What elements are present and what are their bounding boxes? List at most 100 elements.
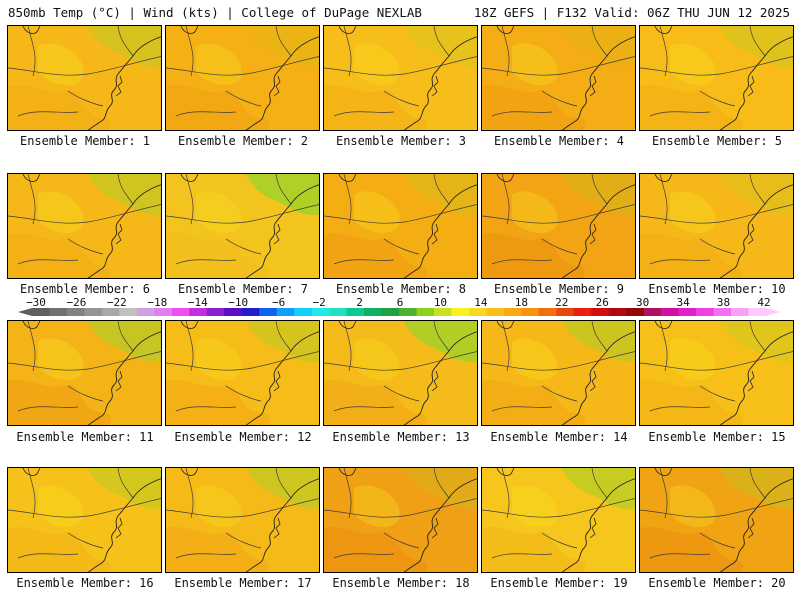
colorbar-segment	[538, 308, 557, 316]
temperature-map	[166, 321, 319, 425]
ensemble-panel	[7, 173, 162, 279]
colorbar-segment	[643, 308, 662, 316]
panel-caption: Ensemble Member: 2	[177, 134, 309, 148]
temperature-map	[324, 321, 477, 425]
header-left: 850mb Temp (°C) | Wind (kts) | College o…	[8, 5, 422, 20]
ensemble-panel	[639, 467, 794, 573]
colorbar-tick-label: 14	[474, 296, 488, 309]
temperature-map	[8, 26, 161, 130]
colorbar-segment	[381, 308, 400, 316]
colorbar-segment	[66, 308, 85, 316]
colorbar-tick-label: 18	[514, 296, 528, 309]
colorbar-segment	[486, 308, 505, 316]
colorbar-segment	[189, 308, 208, 316]
panel-caption: Ensemble Member: 11	[16, 430, 154, 444]
temperature-map	[166, 468, 319, 572]
ensemble-panel	[165, 467, 320, 573]
colorbar-segment	[346, 308, 365, 316]
temperature-map	[640, 26, 793, 130]
colorbar-segment	[661, 308, 680, 316]
panel-caption: Ensemble Member: 7	[177, 282, 309, 296]
colorbar-tick-label: −14	[187, 296, 208, 309]
colorbar-tick-label: 22	[555, 296, 569, 309]
temperature-colorbar	[18, 308, 780, 316]
temperature-map	[482, 174, 635, 278]
ensemble-panel	[7, 320, 162, 426]
colorbar-tick-label: −2	[312, 296, 326, 309]
colorbar-segment	[49, 308, 68, 316]
colorbar-segment	[626, 308, 645, 316]
temperature-map	[166, 26, 319, 130]
colorbar-tick-label: 42	[757, 296, 771, 309]
panel-caption: Ensemble Member: 8	[335, 282, 467, 296]
colorbar-tick-label: −22	[106, 296, 127, 309]
colorbar-segment	[119, 308, 138, 316]
colorbar-segment	[731, 308, 750, 316]
colorbar-segment	[224, 308, 243, 316]
temperature-map	[640, 468, 793, 572]
colorbar-segment	[678, 308, 697, 316]
colorbar-segment	[329, 308, 348, 316]
temperature-map	[8, 468, 161, 572]
panel-caption: Ensemble Member: 5	[651, 134, 783, 148]
colorbar-segment	[451, 308, 470, 316]
colorbar-segment	[84, 308, 103, 316]
colorbar-segment	[468, 308, 487, 316]
panel-caption: Ensemble Member: 18	[332, 576, 470, 590]
temperature-map	[482, 321, 635, 425]
ensemble-panel	[639, 173, 794, 279]
temperature-map	[166, 174, 319, 278]
colorbar-tick-label: 26	[595, 296, 609, 309]
colorbar-segment	[206, 308, 225, 316]
ensemble-panel	[481, 320, 636, 426]
panel-caption: Ensemble Member: 15	[648, 430, 786, 444]
colorbar-segment	[364, 308, 383, 316]
ensemble-panel	[7, 25, 162, 131]
colorbar-tick-label: 10	[433, 296, 448, 309]
colorbar-segment	[416, 308, 435, 316]
colorbar-tick-label: −26	[66, 296, 87, 309]
colorbar-tick-label: 34	[676, 296, 690, 309]
panel-caption: Ensemble Member: 4	[493, 134, 625, 148]
colorbar-tick-label: −10	[228, 296, 249, 309]
colorbar-segment	[521, 308, 540, 316]
panel-caption: Ensemble Member: 20	[648, 576, 786, 590]
ensemble-panel	[165, 25, 320, 131]
temperature-map	[8, 321, 161, 425]
colorbar-tick-label: 38	[716, 296, 731, 309]
temperature-map	[640, 321, 793, 425]
colorbar-segment	[259, 308, 278, 316]
colorbar-segment	[32, 308, 50, 316]
ensemble-panel	[481, 25, 636, 131]
panel-caption: Ensemble Member: 19	[490, 576, 628, 590]
colorbar-segment	[294, 308, 313, 316]
colorbar-segment	[171, 308, 190, 316]
colorbar-segment	[241, 308, 260, 316]
panel-caption: Ensemble Member: 12	[174, 430, 312, 444]
colorbar-segment	[399, 308, 417, 316]
colorbar-segment	[696, 308, 715, 316]
ensemble-panel	[323, 320, 478, 426]
colorbar-segment	[503, 308, 522, 316]
colorbar-segment	[276, 308, 295, 316]
colorbar-segment	[713, 308, 732, 316]
colorbar-segment	[433, 308, 452, 316]
colorbar-tick-label: −18	[147, 296, 168, 309]
temperature-map	[324, 26, 477, 130]
colorbar-segment	[556, 308, 575, 316]
colorbar-segment	[154, 308, 173, 316]
ensemble-panel	[7, 467, 162, 573]
panel-caption: Ensemble Member: 13	[332, 430, 470, 444]
panel-caption: Ensemble Member: 14	[490, 430, 628, 444]
ensemble-panel	[323, 467, 478, 573]
ensemble-panel	[165, 320, 320, 426]
temperature-map	[324, 468, 477, 572]
colorbar-tick-label: −30	[26, 296, 46, 309]
colorbar-tick-label: −6	[272, 296, 286, 309]
panel-caption: Ensemble Member: 10	[648, 282, 786, 296]
temperature-map	[8, 174, 161, 278]
colorbar-segment	[573, 308, 592, 316]
ensemble-panel	[165, 173, 320, 279]
colorbar-tick-label: 2	[356, 296, 363, 309]
colorbar-tick-label: 30	[636, 296, 650, 309]
